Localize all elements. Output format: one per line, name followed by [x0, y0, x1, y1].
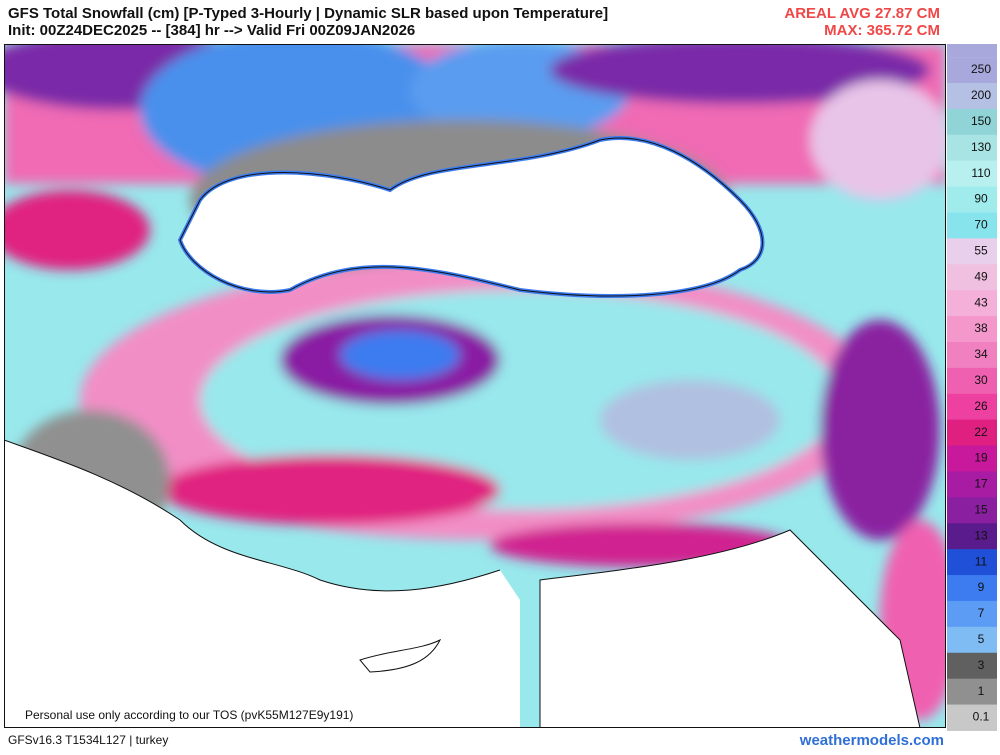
title: GFS Total Snowfall (cm) [P-Typed 3-Hourl… — [8, 5, 608, 22]
colorbar-bin — [947, 393, 997, 421]
colorbar-label: 250 — [971, 62, 991, 76]
colorbar-bin — [947, 108, 997, 136]
colorbar-label: 55 — [974, 243, 988, 257]
colorbar-bin — [947, 134, 997, 162]
colorbar-bin — [947, 186, 997, 213]
colorbar-label: 200 — [971, 88, 991, 102]
colorbar-bin — [947, 678, 997, 706]
colorbar-bin — [947, 419, 997, 447]
tos-notice: Personal use only according to our TOS (… — [25, 708, 353, 722]
colorbar-bin — [947, 264, 997, 291]
site-link[interactable]: weathermodels.com — [799, 732, 944, 749]
map: Personal use only according to our TOS (… — [4, 44, 946, 728]
colorbar-bin — [947, 497, 997, 524]
colorbar-bin — [947, 704, 997, 731]
colorbar-bin — [947, 471, 997, 498]
colorbar-label: 7 — [978, 606, 985, 620]
colorbar-label: 15 — [974, 502, 988, 516]
colorbar-label: 34 — [974, 347, 988, 361]
colorbar-cap — [947, 44, 997, 58]
colorbar-label: 3 — [978, 658, 985, 672]
colorbar-label: 0.1 — [973, 710, 990, 724]
colorbar-label: 110 — [971, 166, 990, 180]
colorbar-label: 30 — [974, 373, 988, 387]
colorbar-label: 17 — [974, 477, 988, 491]
colorbar-bin — [947, 57, 997, 84]
colorbar: 2502001501301109070554943383430262219171… — [947, 44, 997, 731]
colorbar-bin — [947, 212, 997, 239]
colorbar-bin — [947, 575, 997, 602]
colorbar-bin — [947, 316, 997, 343]
colorbar-label: 19 — [974, 451, 988, 465]
init-line: Init: 00Z24DEC2025 -- [384] hr --> Valid… — [8, 22, 415, 39]
colorbar-label: 90 — [974, 192, 988, 206]
colorbar-label: 1 — [978, 684, 985, 698]
colorbar-bin — [947, 160, 997, 188]
colorbar-bin — [947, 652, 997, 680]
colorbar-bin — [947, 549, 997, 576]
colorbar-label: 13 — [974, 528, 988, 542]
colorbar-label: 26 — [974, 399, 988, 413]
colorbar-bin — [947, 523, 997, 550]
model-info: GFSv16.3 T1534L127 | turkey — [8, 733, 168, 747]
colorbar-bin — [947, 367, 997, 395]
colorbar-label: 9 — [978, 580, 985, 594]
colorbar-bin — [947, 238, 997, 265]
colorbar-bin — [947, 600, 997, 628]
colorbar-bin — [947, 445, 997, 472]
colorbar-bin — [947, 82, 997, 110]
colorbar-label: 49 — [974, 269, 988, 283]
colorbar-bin — [947, 626, 997, 654]
colorbar-label: 5 — [978, 632, 985, 646]
areal-avg: AREAL AVG 27.87 CM — [784, 5, 940, 22]
colorbar-label: 130 — [971, 140, 991, 154]
colorbar-label: 43 — [974, 295, 988, 309]
colorbar-label: 70 — [974, 218, 988, 232]
colorbar-label: 150 — [971, 114, 991, 128]
colorbar-label: 38 — [974, 321, 988, 335]
colorbar-bin — [947, 341, 997, 369]
colorbar-label: 11 — [975, 554, 988, 568]
colorbar-label: 22 — [974, 425, 988, 439]
colorbar-bin — [947, 290, 997, 317]
max-value: MAX: 365.72 CM — [824, 22, 940, 39]
